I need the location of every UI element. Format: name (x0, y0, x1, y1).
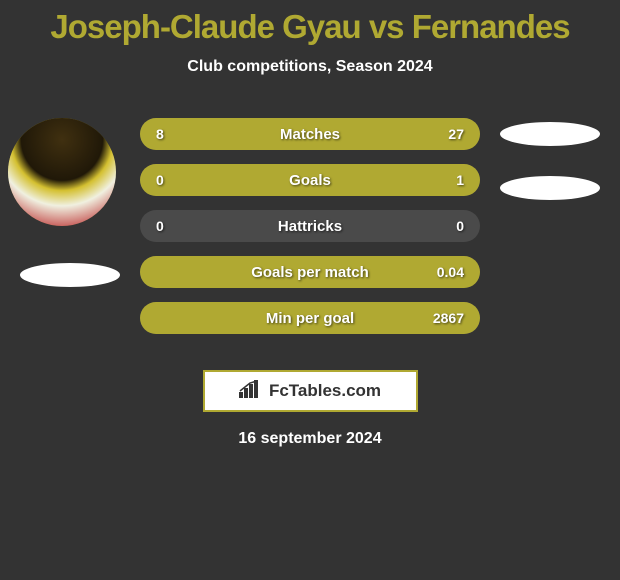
stat-value-right: 27 (448, 126, 464, 142)
stat-row-min-per-goal: Min per goal 2867 (140, 302, 480, 334)
avatar-image-placeholder (8, 118, 116, 226)
stat-rows: 8 Matches 27 0 Goals 1 0 Hattricks 0 Goa… (140, 118, 480, 348)
stat-value-right: 1 (456, 172, 464, 188)
footer-logo[interactable]: FcTables.com (203, 370, 418, 412)
stat-label: Min per goal (266, 310, 354, 327)
stat-label: Goals per match (251, 264, 369, 281)
stat-row-goals-per-match: Goals per match 0.04 (140, 256, 480, 288)
flag-right-1 (500, 122, 600, 146)
logo-text: FcTables.com (269, 381, 381, 401)
stat-label: Hattricks (278, 218, 342, 235)
comparison-area: 8 Matches 27 0 Goals 1 0 Hattricks 0 Goa… (0, 118, 620, 358)
stat-value-left: 0 (156, 172, 164, 188)
avatar-circle (8, 118, 116, 226)
subtitle: Club competitions, Season 2024 (0, 58, 620, 76)
stat-value-left: 8 (156, 126, 164, 142)
stat-label: Matches (280, 126, 340, 143)
stat-value-left: 0 (156, 218, 164, 234)
player-left-avatar (8, 118, 118, 228)
stat-row-hattricks: 0 Hattricks 0 (140, 210, 480, 242)
stat-value-right: 2867 (433, 310, 464, 326)
stat-label: Goals (289, 172, 331, 189)
date-text: 16 september 2024 (0, 430, 620, 448)
stat-row-goals: 0 Goals 1 (140, 164, 480, 196)
flag-ellipse-icon (20, 263, 120, 287)
flag-ellipse-icon (500, 122, 600, 146)
stat-row-matches: 8 Matches 27 (140, 118, 480, 150)
page-title: Joseph-Claude Gyau vs Fernandes (0, 8, 620, 46)
flag-ellipse-icon (500, 176, 600, 200)
comparison-widget: Joseph-Claude Gyau vs Fernandes Club com… (0, 0, 620, 448)
chart-icon (239, 380, 263, 403)
flag-right-2 (500, 176, 600, 200)
stat-value-right: 0 (456, 218, 464, 234)
flag-left (20, 263, 120, 287)
stat-value-right: 0.04 (437, 264, 464, 280)
